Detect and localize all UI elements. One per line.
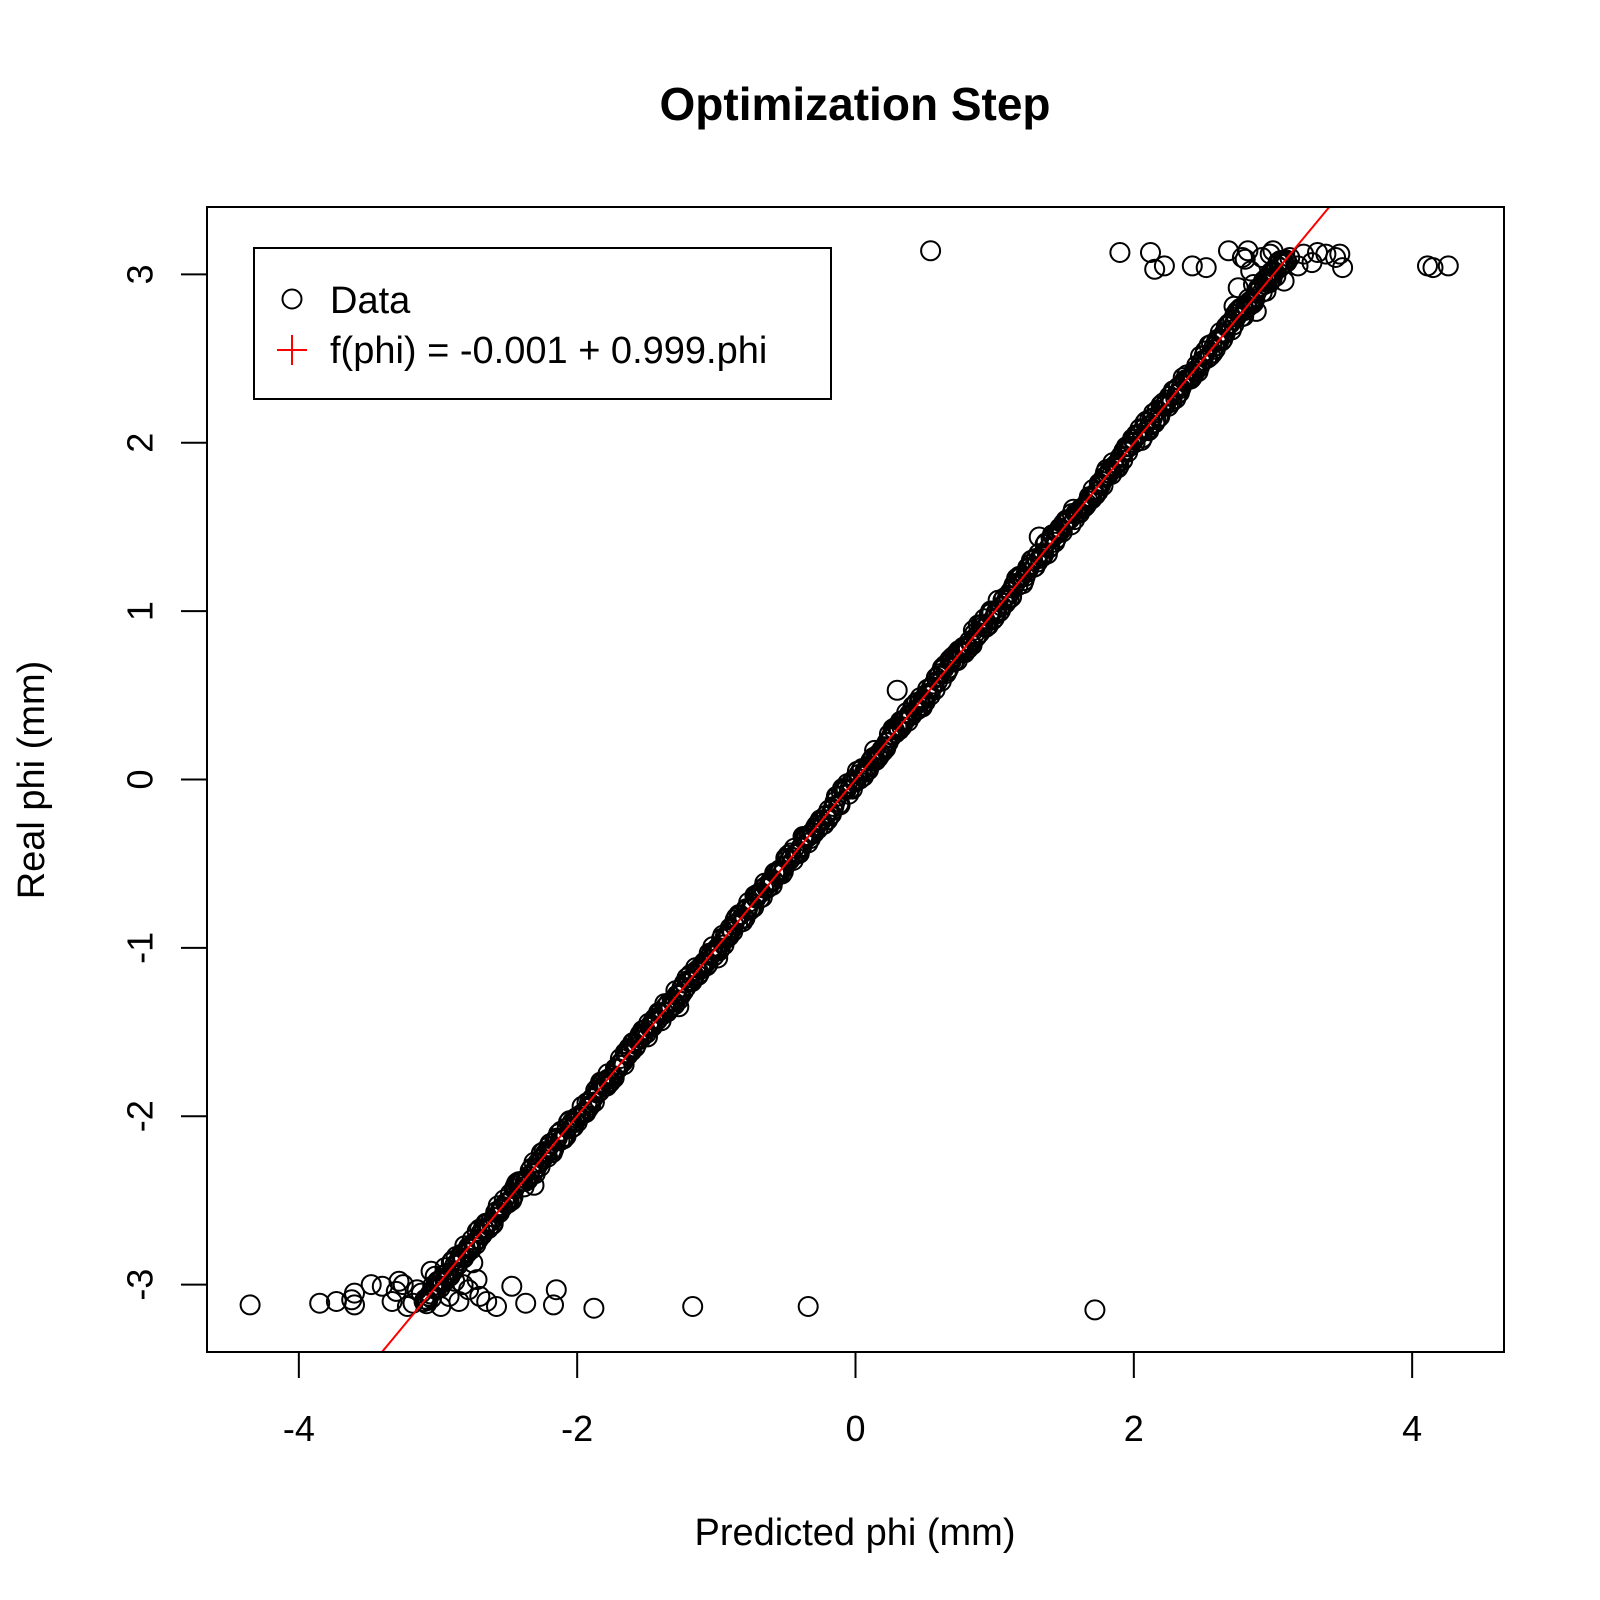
data-point [1273, 270, 1295, 292]
y-tick-label: -1 [120, 932, 161, 964]
data-point [1227, 277, 1249, 299]
data-point [1084, 1299, 1106, 1321]
y-tick-label: 0 [120, 769, 161, 789]
data-point [462, 1252, 484, 1274]
data-point [360, 1274, 382, 1296]
data-point [420, 1260, 442, 1282]
y-axis-label: Real phi (mm) [11, 661, 53, 900]
data-point [920, 240, 942, 262]
fit-line [380, 207, 1331, 1352]
data-point [545, 1279, 567, 1301]
data-point [668, 996, 690, 1018]
y-axis: -3 -2 -1 0 1 2 3 [120, 264, 208, 1301]
chart-title: Optimization Step [660, 78, 1051, 130]
data-point [476, 1291, 498, 1312]
data-point [597, 1068, 619, 1090]
data-point [1153, 255, 1175, 277]
data-point [396, 1296, 418, 1317]
data-point [309, 1292, 331, 1314]
data-point [466, 1269, 488, 1291]
data-point [1279, 247, 1301, 268]
x-tick-label: 4 [1402, 1408, 1422, 1449]
data-point [452, 1274, 474, 1296]
data-point [501, 1275, 523, 1297]
data-point [1109, 242, 1131, 263]
data-point [1287, 255, 1309, 277]
data-point [1437, 255, 1459, 277]
data-point [486, 1296, 507, 1317]
data-point [817, 809, 839, 831]
x-axis: -4 -2 0 2 4 [283, 1351, 1422, 1449]
data-point [549, 1130, 571, 1152]
data-point [341, 1289, 363, 1311]
legend-data-label: Data [330, 280, 411, 322]
data-point [1144, 258, 1166, 280]
data-point [523, 1174, 545, 1196]
y-tick-label: 1 [120, 601, 161, 621]
data-point [416, 1289, 438, 1311]
data-point [1243, 274, 1264, 295]
data-point [388, 1270, 410, 1292]
x-tick-label: -2 [561, 1408, 593, 1449]
data-point [392, 1274, 414, 1296]
data-point [344, 1294, 365, 1316]
data-point [543, 1294, 564, 1316]
legend: Data f(phi) = -0.001 + 0.999.phi [253, 247, 832, 400]
data-point [1140, 242, 1161, 263]
data-point [469, 1285, 491, 1307]
data-point [583, 1297, 605, 1319]
data-point [1181, 255, 1203, 277]
data-point [797, 1296, 819, 1317]
y-tick-label: 3 [120, 264, 161, 284]
data-point [1422, 257, 1444, 279]
x-tick-label: 0 [845, 1408, 865, 1449]
legend-box [253, 247, 832, 400]
data-point [886, 679, 908, 701]
legend-fit-label: f(phi) = -0.001 + 0.999.phi [330, 330, 767, 372]
x-axis-label: Predicted phi (mm) [695, 1512, 1016, 1554]
data-point [583, 1091, 605, 1113]
data-point [533, 1141, 555, 1163]
y-tick-label: -3 [120, 1269, 161, 1301]
data-point [1028, 526, 1050, 548]
data-point [438, 1285, 460, 1307]
data-point [682, 1296, 704, 1317]
data-point [1245, 300, 1267, 322]
data-point [381, 1291, 403, 1312]
y-tick-label: 2 [120, 433, 161, 453]
data-layer [239, 240, 1459, 1321]
x-tick-label: 2 [1124, 1408, 1144, 1449]
data-point [385, 1280, 407, 1302]
legend-data-marker [281, 288, 303, 310]
data-point [1255, 280, 1277, 302]
y-tick-label: -2 [120, 1100, 161, 1132]
x-tick-label: -4 [283, 1408, 315, 1449]
data-point [1332, 257, 1354, 279]
data-point [1195, 257, 1217, 279]
data-point [1237, 240, 1259, 262]
data-point [1315, 243, 1337, 265]
fit-line-layer [380, 207, 1331, 1352]
data-point [239, 1294, 261, 1316]
data-point [497, 1192, 519, 1214]
data-point [1329, 243, 1351, 265]
data-point [1234, 248, 1256, 270]
legend-fit-marker [277, 335, 307, 365]
data-point [1240, 260, 1262, 282]
data-point [515, 1292, 537, 1314]
